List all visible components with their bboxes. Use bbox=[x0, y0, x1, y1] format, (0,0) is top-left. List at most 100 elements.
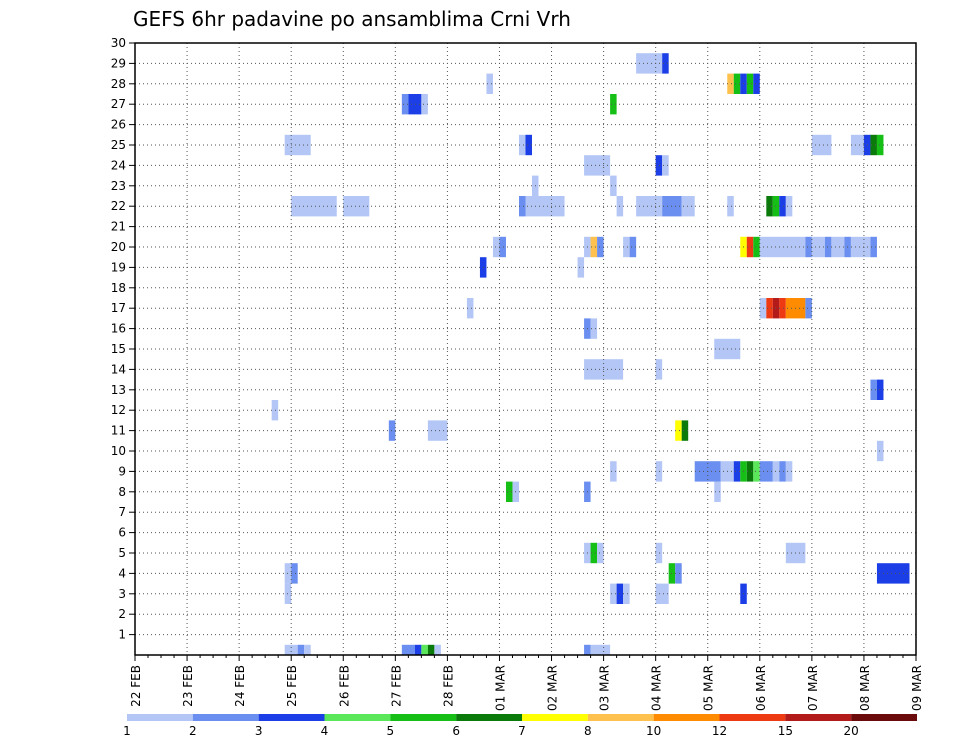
y-tick-label: 27 bbox=[111, 97, 126, 111]
x-tick-label: 06 MAR bbox=[754, 665, 768, 711]
precip-cell bbox=[805, 298, 812, 319]
precip-cell bbox=[401, 644, 415, 655]
precip-cell bbox=[753, 461, 760, 482]
precip-cell bbox=[753, 73, 760, 94]
y-tick-label: 13 bbox=[111, 383, 126, 397]
precip-cell bbox=[343, 196, 370, 217]
precip-cell bbox=[304, 644, 311, 655]
precip-cell bbox=[610, 461, 617, 482]
precip-cell bbox=[785, 461, 793, 482]
precip-cell bbox=[727, 196, 734, 217]
colorbar-label: 12 bbox=[712, 724, 727, 738]
precip-cell bbox=[733, 73, 741, 94]
y-tick-label: 11 bbox=[111, 424, 126, 438]
precip-cell bbox=[466, 298, 474, 319]
precip-cell bbox=[610, 175, 617, 196]
colorbar-swatch bbox=[719, 714, 786, 721]
precip-cell bbox=[733, 461, 741, 482]
precip-cell bbox=[427, 644, 435, 655]
colorbar-label: 15 bbox=[778, 724, 793, 738]
y-tick-label: 9 bbox=[118, 464, 126, 478]
x-tick-label: 22 FEB bbox=[129, 665, 143, 707]
y-tick-label: 3 bbox=[118, 587, 126, 601]
precip-cell bbox=[636, 53, 663, 74]
y-tick-label: 15 bbox=[111, 342, 126, 356]
colorbar-label: 8 bbox=[584, 724, 592, 738]
colorbar-swatch bbox=[587, 714, 654, 721]
precip-cell bbox=[655, 359, 663, 380]
precip-cell bbox=[831, 236, 845, 258]
colorbar-swatch bbox=[258, 714, 325, 721]
y-tick-label: 8 bbox=[118, 485, 126, 499]
y-tick-label: 16 bbox=[111, 322, 126, 336]
colorbar: 1 2 3 4 5 6 7 8 10 12 15 20 bbox=[123, 714, 917, 738]
precip-cell bbox=[811, 134, 832, 156]
x-tick-label: 09 MAR bbox=[910, 665, 924, 711]
colorbar-label: 5 bbox=[387, 724, 395, 738]
precip-cell bbox=[675, 420, 682, 441]
precip-cell bbox=[870, 379, 877, 400]
precip-cell bbox=[746, 73, 754, 94]
precip-cell bbox=[577, 257, 585, 278]
precip-cell bbox=[655, 155, 663, 176]
x-tick-label: 25 FEB bbox=[285, 665, 299, 707]
x-tick-label: 07 MAR bbox=[806, 665, 820, 711]
precip-cell bbox=[746, 461, 754, 482]
colorbar-swatch bbox=[653, 714, 720, 721]
x-tick-label: 27 FEB bbox=[389, 665, 403, 707]
y-tick-label: 7 bbox=[118, 505, 126, 519]
precip-cell bbox=[623, 236, 630, 258]
precip-cell bbox=[590, 542, 598, 564]
precip-cell bbox=[753, 236, 760, 258]
precip-cell bbox=[772, 196, 780, 217]
precip-cell bbox=[610, 94, 617, 115]
precip-cell bbox=[779, 461, 786, 482]
precip-cell bbox=[876, 440, 884, 462]
precip-cell bbox=[850, 236, 871, 258]
precip-cell bbox=[746, 236, 754, 258]
x-axis: 22 FEB 23 FEB 24 FEB 25 FEB 26 FEB 27 FEB 28 F… bbox=[129, 655, 924, 711]
y-tick-label: 2 bbox=[118, 607, 126, 621]
y-tick-label: 19 bbox=[111, 260, 126, 274]
colorbar-label: 3 bbox=[255, 724, 263, 738]
colorbar-swatch bbox=[324, 714, 391, 721]
precip-cell bbox=[759, 236, 806, 258]
precip-cell bbox=[727, 73, 734, 94]
precip-cell bbox=[584, 155, 611, 176]
precip-cell bbox=[284, 644, 298, 655]
x-tick-label: 28 FEB bbox=[441, 665, 455, 707]
precip-cell bbox=[525, 134, 533, 156]
y-tick-label: 21 bbox=[111, 220, 126, 234]
colorbar-label: 20 bbox=[844, 724, 859, 738]
precip-cell bbox=[662, 155, 669, 176]
colorbar-swatch bbox=[851, 714, 917, 721]
precip-cell bbox=[785, 196, 793, 217]
precip-cell bbox=[610, 583, 617, 604]
precip-cell bbox=[675, 563, 682, 584]
precip-cell bbox=[772, 298, 780, 319]
colorbar-swatch bbox=[127, 714, 193, 721]
precip-cell bbox=[414, 644, 422, 655]
precip-cell bbox=[779, 298, 786, 319]
x-tick-label: 24 FEB bbox=[233, 665, 247, 707]
precip-cell bbox=[421, 94, 428, 115]
precip-cell bbox=[766, 298, 773, 319]
precip-cell bbox=[499, 236, 506, 258]
precip-cell bbox=[434, 644, 441, 655]
precip-cell bbox=[271, 400, 279, 421]
x-tick-label: 26 FEB bbox=[337, 665, 351, 707]
precip-cell bbox=[408, 94, 422, 115]
precip-cell bbox=[297, 644, 305, 655]
precip-cell bbox=[870, 134, 877, 156]
precip-cell bbox=[779, 196, 786, 217]
precip-cell bbox=[518, 196, 526, 217]
y-tick-label: 17 bbox=[111, 301, 126, 315]
precip-cell bbox=[655, 461, 663, 482]
precip-cell bbox=[421, 644, 428, 655]
chart-title: GEFS 6hr padavine po ansamblima Crni Vrh bbox=[133, 7, 571, 31]
precip-cell bbox=[876, 379, 884, 400]
colorbar-label: 7 bbox=[518, 724, 526, 738]
precip-cell bbox=[870, 236, 877, 258]
precip-cell bbox=[388, 420, 396, 441]
y-tick-label: 6 bbox=[118, 526, 126, 540]
